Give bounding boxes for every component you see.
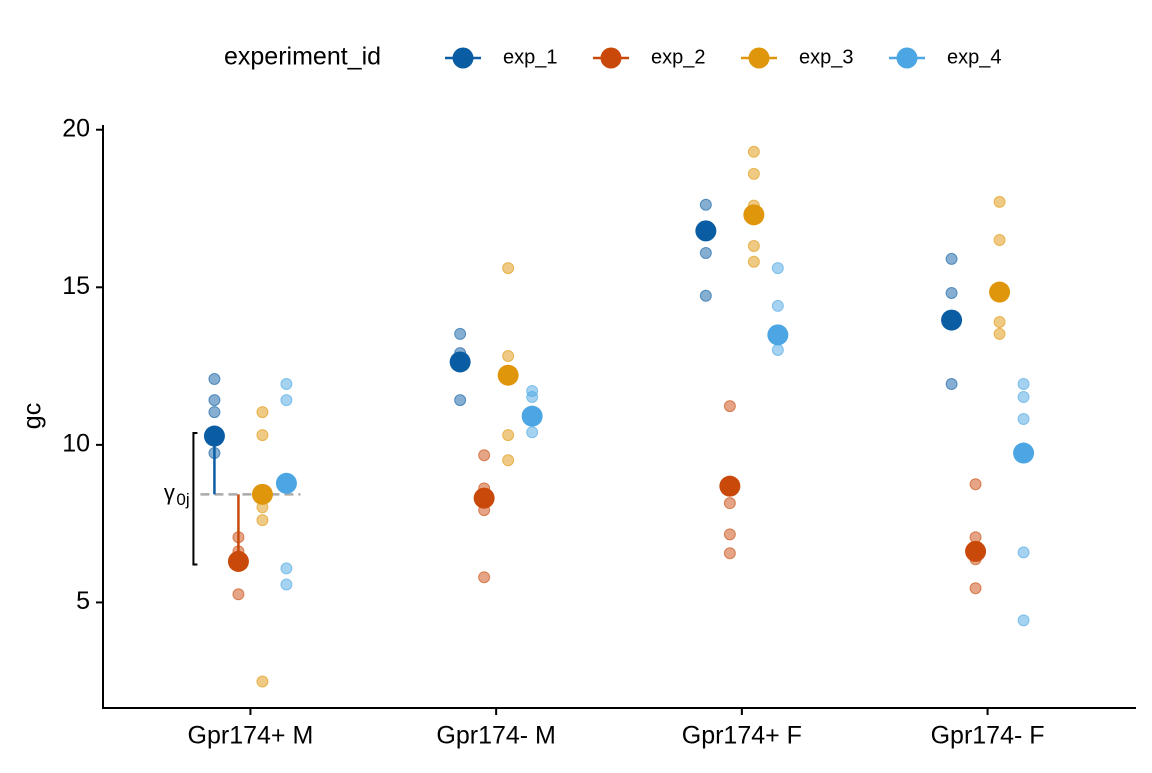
data-point xyxy=(993,195,1006,208)
data-point xyxy=(208,447,221,460)
data-point xyxy=(969,582,982,595)
legend-label: exp_3 xyxy=(799,46,854,68)
legend-marker xyxy=(452,47,474,69)
data-point xyxy=(502,454,515,467)
data-point xyxy=(993,315,1006,328)
mean-point xyxy=(941,309,963,331)
mean-point xyxy=(449,351,471,373)
data-point xyxy=(699,198,712,211)
annotation-subscript: 0j xyxy=(176,490,189,509)
data-point xyxy=(747,240,760,253)
data-point xyxy=(478,449,491,462)
data-point xyxy=(454,327,467,340)
mean-point xyxy=(473,487,495,509)
data-point xyxy=(747,145,760,158)
mean-point xyxy=(965,540,987,562)
data-point xyxy=(208,394,221,407)
data-point xyxy=(208,372,221,385)
mean-point xyxy=(1013,442,1035,464)
data-point xyxy=(454,394,467,407)
x-tick-label: Gpr174- F xyxy=(931,722,1045,750)
legend-label: exp_4 xyxy=(947,46,1002,68)
data-point xyxy=(945,252,958,265)
data-point xyxy=(723,497,736,510)
data-point xyxy=(526,390,539,403)
data-point xyxy=(699,246,712,259)
mean-point xyxy=(719,475,741,497)
y-tick-label: 10 xyxy=(62,429,90,457)
data-point xyxy=(945,286,958,299)
data-point xyxy=(771,299,784,312)
data-point xyxy=(723,547,736,560)
mean-point xyxy=(203,425,225,447)
data-point xyxy=(1017,390,1030,403)
y-tick-label: 20 xyxy=(62,114,90,142)
data-point xyxy=(1017,413,1030,426)
data-point xyxy=(208,406,221,419)
y-tick-label: 15 xyxy=(62,272,90,300)
mean-point xyxy=(275,472,297,494)
data-point xyxy=(1017,614,1030,627)
mean-point xyxy=(695,220,717,242)
legend-title: experiment_id xyxy=(224,43,381,71)
data-point xyxy=(478,571,491,584)
data-point xyxy=(747,255,760,268)
mean-point xyxy=(227,550,249,572)
data-point xyxy=(771,262,784,275)
mean-point xyxy=(251,483,273,505)
annotation-symbol: γ xyxy=(164,480,175,505)
y-axis-label: gc xyxy=(19,403,47,429)
data-point xyxy=(502,429,515,442)
data-point xyxy=(747,167,760,180)
mean-point xyxy=(989,281,1011,303)
mean-point xyxy=(743,204,765,226)
data-point xyxy=(502,262,515,275)
data-point xyxy=(993,327,1006,340)
legend-marker xyxy=(600,47,622,69)
data-point xyxy=(993,234,1006,247)
data-point xyxy=(969,478,982,491)
data-point xyxy=(526,426,539,439)
data-point xyxy=(723,528,736,541)
data-point xyxy=(232,588,245,601)
data-point xyxy=(771,344,784,357)
y-tick-label: 5 xyxy=(76,587,90,615)
data-point xyxy=(280,578,293,591)
data-point xyxy=(945,378,958,391)
mean-point xyxy=(497,364,519,386)
data-point xyxy=(502,349,515,362)
x-tick-label: Gpr174+ F xyxy=(682,722,802,750)
mean-point xyxy=(521,405,543,427)
data-point xyxy=(280,394,293,407)
data-point xyxy=(256,675,269,688)
data-point xyxy=(232,531,245,544)
legend-label: exp_2 xyxy=(651,46,706,68)
x-tick-label: Gpr174- M xyxy=(436,722,555,750)
data-point xyxy=(256,429,269,442)
x-tick-label: Gpr174+ M xyxy=(188,722,314,750)
data-point xyxy=(1017,546,1030,559)
legend-marker xyxy=(896,47,918,69)
data-point xyxy=(723,400,736,413)
data-point xyxy=(256,406,269,419)
legend-marker xyxy=(748,47,770,69)
data-point xyxy=(280,378,293,391)
mean-point xyxy=(767,324,789,346)
data-point xyxy=(1017,378,1030,391)
legend-label: exp_1 xyxy=(503,46,558,68)
data-point xyxy=(280,562,293,575)
data-point xyxy=(699,289,712,302)
bracket xyxy=(192,432,198,566)
data-point xyxy=(256,514,269,527)
